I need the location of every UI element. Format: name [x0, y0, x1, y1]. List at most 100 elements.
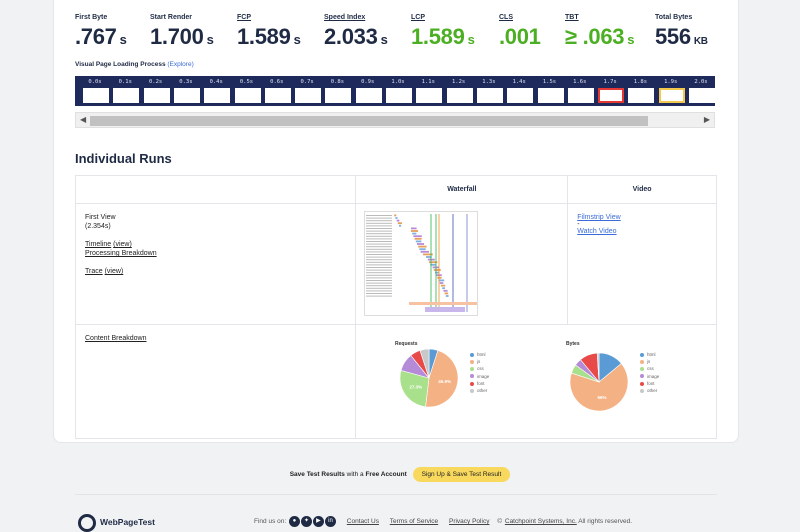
metric-speed-index[interactable]: Speed Index 2.033 s	[324, 14, 388, 50]
metric-value: .001	[499, 24, 541, 49]
metric-tbt[interactable]: TBT ≥ .063 s	[565, 14, 634, 50]
frame-time: 0.8s	[330, 79, 345, 85]
pie-slice-other[interactable]	[419, 348, 430, 379]
waterfall-thumbnail[interactable]	[364, 211, 479, 316]
frame-thumbnail[interactable]	[689, 88, 715, 103]
contact-us-link[interactable]: Contact Us	[346, 518, 379, 526]
frame-thumbnail[interactable]	[173, 88, 200, 103]
sign-up-button[interactable]: Sign Up & Save Test Result	[412, 467, 511, 482]
filmstrip-frame[interactable]: 2.0s	[686, 76, 715, 106]
filmstrip-frame[interactable]: 1.3s	[474, 76, 504, 106]
filmstrip-frame[interactable]: 0.9s	[353, 76, 383, 106]
frame-thumbnail[interactable]	[628, 88, 655, 103]
frame-thumbnail[interactable]	[325, 88, 352, 103]
metric-unit: s	[293, 32, 301, 47]
pie-slice-other[interactable]	[596, 352, 600, 383]
scroll-left-icon[interactable]: ◀	[80, 115, 87, 124]
filmstrip-frame[interactable]: 1.6s	[565, 76, 595, 106]
webpagetest-logo-icon[interactable]	[78, 514, 96, 532]
pie-chart-bytes[interactable]: 66%	[568, 351, 630, 413]
pie-slice-js[interactable]	[425, 350, 459, 408]
content-breakdown-link[interactable]: Content Breakdown	[85, 335, 147, 342]
legend-swatch	[640, 388, 644, 393]
filmstrip-frame[interactable]: 0.5s	[232, 76, 262, 106]
filmstrip-frame[interactable]: 0.2s	[141, 76, 171, 106]
scroll-right-icon[interactable]: ▶	[703, 115, 710, 124]
watch-video-link[interactable]: Watch Video	[577, 228, 617, 235]
frame-thumbnail[interactable]	[598, 88, 625, 103]
frame-thumbnail[interactable]	[295, 88, 322, 103]
linkedin-icon[interactable]: in	[324, 516, 336, 527]
filmstrip-frame[interactable]: 0.7s	[292, 76, 322, 106]
filmstrip-scrollbar[interactable]: ◀ ▶	[75, 112, 715, 128]
frame-thumbnail[interactable]	[567, 88, 594, 103]
youtube-icon[interactable]: ▶	[312, 516, 324, 527]
filmstrip-view-link[interactable]: Filmstrip View	[577, 214, 621, 221]
metric-label[interactable]: TBT	[565, 14, 579, 21]
filmstrip[interactable]: 0.0s 0.1s 0.2s 0.3s 0.4s 0.5s 0.6s 0.7s 0.8s 0.9s…	[75, 76, 715, 106]
frame-thumbnail[interactable]	[355, 88, 382, 103]
brand-name[interactable]: WebPageTest	[100, 517, 155, 527]
scrollbar-thumb[interactable]	[90, 116, 648, 126]
filmstrip-frame[interactable]: 1.2s	[444, 76, 474, 106]
legend-label: image	[647, 373, 660, 379]
content-breakdown-cell: Content Breakdown	[74, 324, 357, 439]
timeline-link[interactable]: Timeline	[85, 241, 112, 248]
legend-item: js	[640, 358, 659, 365]
frame-thumbnail[interactable]	[83, 88, 109, 103]
filmstrip-frame[interactable]: 1.8s	[625, 76, 655, 106]
twitter-icon[interactable]: ✦	[300, 516, 312, 527]
metric-cls[interactable]: CLS .001	[499, 14, 541, 50]
metric-label[interactable]: CLS	[499, 14, 513, 21]
filmstrip-frame[interactable]: 1.7s	[595, 76, 625, 106]
filmstrip-frame[interactable]: 1.0s	[383, 76, 413, 106]
privacy-link[interactable]: Privacy Policy	[448, 518, 490, 526]
filmstrip-frame[interactable]: 0.1s	[110, 76, 140, 106]
frame-thumbnail[interactable]	[476, 88, 503, 103]
legend-label: image	[477, 373, 490, 379]
frame-thumbnail[interactable]	[234, 88, 261, 103]
timeline-view-link[interactable]: (view)	[113, 241, 132, 248]
metric-value: 1.589 s	[411, 24, 475, 49]
metric-label[interactable]: FCP	[237, 14, 251, 21]
frame-thumbnail[interactable]	[446, 88, 473, 103]
pie-chart-requests[interactable]: 46.9% 27.3%	[398, 347, 460, 409]
filmstrip-frame[interactable]: 0.3s	[171, 76, 201, 106]
metric-lcp[interactable]: LCP 1.589 s	[411, 14, 475, 50]
pie-slice-label: 46.9%	[438, 379, 451, 384]
filmstrip-frame[interactable]: 0.0s	[80, 76, 110, 106]
pie-slice-css[interactable]	[399, 370, 430, 408]
frame-thumbnail[interactable]	[204, 88, 231, 103]
github-icon[interactable]: ●	[288, 516, 300, 527]
metric-label[interactable]: LCP	[411, 14, 425, 21]
catchpoint-link[interactable]: Catchpoint Systems, Inc.	[504, 518, 577, 526]
metric-label[interactable]: Speed Index	[324, 14, 366, 21]
legend-item: html	[640, 351, 659, 358]
frame-thumbnail[interactable]	[507, 88, 534, 103]
filmstrip-frame[interactable]: 1.4s	[504, 76, 534, 106]
trace-view-link[interactable]: (view)	[104, 268, 124, 275]
frame-time: 1.8s	[633, 79, 648, 85]
frame-thumbnail[interactable]	[658, 88, 685, 103]
frame-thumbnail[interactable]	[537, 88, 564, 103]
legend-label: js	[477, 359, 481, 365]
frame-thumbnail[interactable]	[386, 88, 412, 103]
filmstrip-frame[interactable]: 0.4s	[201, 76, 231, 106]
filmstrip-frame[interactable]: 1.9s	[656, 76, 686, 106]
frame-thumbnail[interactable]	[264, 88, 291, 103]
filmstrip-frame[interactable]: 0.6s	[262, 76, 292, 106]
terms-link[interactable]: Terms of Service	[389, 518, 439, 526]
metric-fcp[interactable]: FCP 1.589 s	[237, 14, 301, 50]
explore-link[interactable]: (Explore)	[167, 61, 194, 68]
filmstrip-frame[interactable]: 1.1s	[413, 76, 443, 106]
frame-time: 2.0s	[694, 79, 708, 85]
pie-slice-js[interactable]	[569, 363, 629, 412]
frame-thumbnail[interactable]	[113, 88, 140, 103]
frame-thumbnail[interactable]	[416, 88, 443, 103]
processing-breakdown-link[interactable]: Processing Breakdown	[85, 250, 157, 257]
frame-thumbnail[interactable]	[143, 88, 170, 103]
trace-link[interactable]: Trace	[85, 268, 103, 275]
filmstrip-frame[interactable]: 1.5s	[535, 76, 565, 106]
save-text-mid: with a	[344, 471, 366, 479]
filmstrip-frame[interactable]: 0.8s	[322, 76, 352, 106]
